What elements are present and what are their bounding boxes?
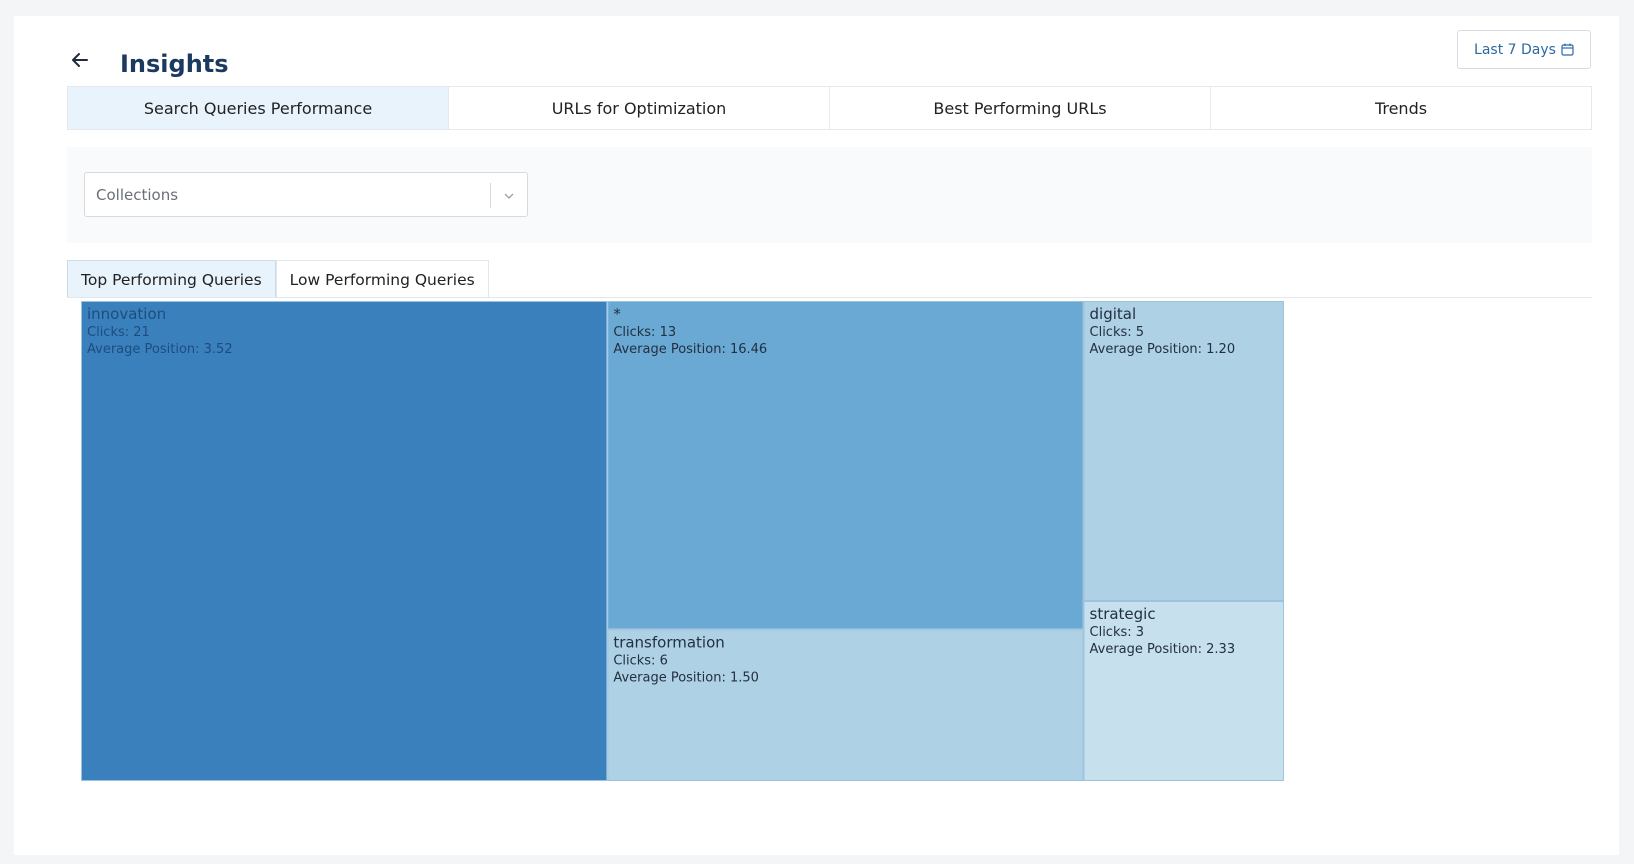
treemap-rect-star[interactable] xyxy=(607,301,1084,630)
treemap-label-name: transformation xyxy=(613,633,724,651)
treemap-label-position: Average Position: 1.20 xyxy=(1090,342,1236,357)
page-title: Insights xyxy=(120,50,229,78)
treemap-label-position: Average Position: 16.46 xyxy=(613,342,767,357)
arrow-left-icon[interactable] xyxy=(69,49,91,71)
collections-placeholder: Collections xyxy=(96,186,179,204)
tab-trends[interactable]: Trends xyxy=(1374,98,1428,118)
queries-treemap: innovation Clicks: 21 Average Position: 3.… xyxy=(81,301,1284,781)
treemap-cell-star[interactable]: * Clicks: 13 Average Position: 16.46 xyxy=(607,301,1084,630)
treemap-cell-transformation[interactable]: transformation Clicks: 6 Average Position:… xyxy=(607,629,1084,781)
treemap-rect-innovation[interactable] xyxy=(81,301,608,781)
treemap-label-name: innovation xyxy=(87,305,166,323)
treemap-cell-innovation[interactable]: innovation Clicks: 21 Average Position: 3.… xyxy=(81,301,608,781)
treemap-label-clicks: Clicks: 3 xyxy=(1090,625,1145,640)
calendar-icon xyxy=(1561,43,1574,56)
subtab-low-performing-queries[interactable]: Low Performing Queries xyxy=(275,260,489,298)
treemap-rect-digital[interactable] xyxy=(1083,301,1284,601)
select-separator xyxy=(490,183,491,208)
date-range-label: Last 7 Days xyxy=(1474,41,1556,58)
header: Insights Last 7 Days xyxy=(14,16,1619,86)
treemap-area: innovation Clicks: 21 Average Position: 3.… xyxy=(67,298,1592,837)
subtab-divider xyxy=(67,297,1592,298)
treemap-label-name: strategic xyxy=(1090,605,1156,623)
tab-search-queries-performance[interactable]: Search Queries Performance xyxy=(68,87,449,129)
filter-band: Collections xyxy=(67,147,1592,243)
query-subtabs: Top Performing Queries Low Performing Qu… xyxy=(67,260,489,298)
date-range-button[interactable]: Last 7 Days xyxy=(1457,30,1591,69)
subtab-top-performing-queries[interactable]: Top Performing Queries xyxy=(67,260,276,298)
treemap-label-position: Average Position: 1.50 xyxy=(613,670,759,685)
insights-card: Insights Last 7 Days Search Queries Perf… xyxy=(14,16,1619,855)
treemap-label-position: Average Position: 2.33 xyxy=(1090,642,1236,657)
chevron-down-icon[interactable] xyxy=(499,186,519,206)
treemap-rect-strategic[interactable] xyxy=(1083,601,1284,781)
treemap-label-clicks: Clicks: 5 xyxy=(1090,325,1145,340)
treemap-label-clicks: Clicks: 6 xyxy=(613,653,668,668)
tab-urls-for-optimization[interactable]: URLs for Optimization xyxy=(449,87,830,129)
treemap-cell-digital[interactable]: digital Clicks: 5 Average Position: 1.20 xyxy=(1083,301,1284,601)
treemap-label-position: Average Position: 3.52 xyxy=(87,342,233,357)
collections-select[interactable]: Collections xyxy=(84,172,528,217)
main-tabs: Search Queries Performance URLs for Opti… xyxy=(67,86,1592,130)
tab-best-performing-urls[interactable]: Best Performing URLs xyxy=(830,87,1211,129)
treemap-label-clicks: Clicks: 13 xyxy=(613,325,676,340)
treemap-rect-transformation[interactable] xyxy=(607,629,1084,781)
treemap-label-name: digital xyxy=(1090,305,1137,323)
treemap-cell-strategic[interactable]: strategic Clicks: 3 Average Position: 2.33 xyxy=(1083,601,1284,781)
treemap-label-clicks: Clicks: 21 xyxy=(87,325,150,340)
treemap-label-name: * xyxy=(613,305,621,323)
